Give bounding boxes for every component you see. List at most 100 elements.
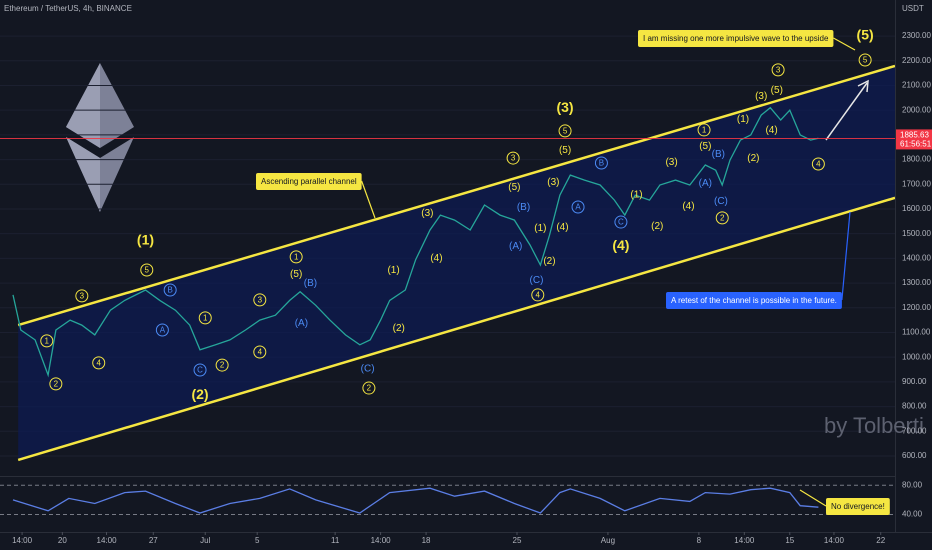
- logo-top-left: [66, 63, 100, 148]
- wave-circle: [531, 288, 545, 302]
- wave-circle: [771, 63, 785, 77]
- callout-box: [826, 498, 890, 515]
- y-tick-label: 1400.00: [902, 253, 931, 262]
- wave-circle: [155, 323, 169, 337]
- callout: No divergence!: [799, 489, 890, 515]
- x-tick-label: 14:00: [371, 536, 392, 545]
- x-tick-label: 20: [58, 536, 67, 545]
- wave-label: (5): [699, 141, 711, 152]
- wave-label: 2: [54, 379, 59, 388]
- x-tick-label: 14:00: [97, 536, 118, 545]
- wave-label: (2): [393, 323, 405, 334]
- wave-label: (2): [543, 256, 555, 267]
- wave-label: (C): [361, 363, 375, 374]
- callout-text: I am missing one more impulsive wave to …: [643, 34, 829, 43]
- wave-label: 1: [203, 314, 208, 323]
- wave-label: 4: [96, 358, 101, 367]
- callout-pointer: [841, 211, 851, 301]
- watermark: by Tolberti: [824, 413, 924, 438]
- wave-circle: [858, 53, 872, 67]
- wave-label: (B): [712, 149, 725, 160]
- wave-label: C: [618, 218, 624, 227]
- callout: I am missing one more impulsive wave to …: [638, 30, 856, 51]
- y-tick-label: 600.00: [902, 451, 927, 460]
- wave-circle: [215, 358, 229, 372]
- wave-circle: [697, 123, 711, 137]
- callout-text: No divergence!: [831, 502, 885, 511]
- wave-label: 4: [816, 160, 821, 169]
- x-tick-label: 11: [331, 536, 340, 545]
- y-tick-label: 2000.00: [902, 105, 931, 114]
- wave-label: C: [197, 366, 203, 375]
- wave-label: (2): [191, 386, 208, 402]
- wave-label: A: [575, 203, 581, 212]
- y-tick-label: 1000.00: [902, 352, 931, 361]
- wave-label: (4): [612, 237, 629, 253]
- x-tick-label: 14:00: [12, 536, 33, 545]
- callout-pointer: [361, 180, 376, 219]
- x-tick-label: 5: [255, 536, 260, 545]
- x-tick-label: 18: [422, 536, 431, 545]
- x-tick-label: 14:00: [824, 536, 845, 545]
- x-tick-label: Aug: [601, 536, 615, 545]
- y-tick-label: 900.00: [902, 377, 927, 386]
- y-tick-label: 2300.00: [902, 31, 931, 40]
- ethereum-logo: [66, 63, 134, 212]
- wave-label: 5: [563, 127, 568, 136]
- wave-label: (5): [771, 85, 783, 96]
- callout-text: A retest of the channel is possible in t…: [671, 296, 837, 305]
- wave-label: (4): [682, 201, 694, 212]
- wave-circle: [362, 381, 376, 395]
- callout: Ascending parallel channel: [256, 173, 376, 219]
- y-tick-label: 1800.00: [902, 155, 931, 164]
- wave-label: (3): [421, 208, 433, 219]
- wave-label: (C): [714, 196, 728, 207]
- logo-bottom-left: [66, 137, 100, 212]
- y-tick-label: 80.00: [902, 480, 923, 489]
- wave-circle: [811, 157, 825, 171]
- wave-circle: [140, 263, 154, 277]
- wave-circle: [253, 293, 267, 307]
- x-tick-label: 8: [697, 536, 702, 545]
- callout-text: Ascending parallel channel: [261, 177, 357, 186]
- wave-label: B: [167, 286, 172, 295]
- wave-circle: [193, 363, 207, 377]
- y-tick-label: 1700.00: [902, 179, 931, 188]
- wave-label: (4): [556, 222, 568, 233]
- wave-label: (5): [290, 269, 302, 280]
- wave-circle: [715, 211, 729, 225]
- wave-circle: [506, 151, 520, 165]
- callout-pointer: [799, 489, 827, 507]
- x-tick-label: 25: [513, 536, 522, 545]
- callout-box: [638, 30, 834, 47]
- y-tick-label: 700.00: [902, 426, 927, 435]
- y-tick-label: 2200.00: [902, 56, 931, 65]
- wave-label: 3: [776, 66, 781, 75]
- wave-label: (A): [699, 178, 712, 189]
- wave-circle: [75, 289, 89, 303]
- last-price-box: [896, 129, 932, 150]
- wave-circle: [198, 311, 212, 325]
- wave-label: (1): [534, 223, 546, 234]
- wave-label: 3: [511, 154, 516, 163]
- channel-fill: [18, 65, 895, 460]
- wave-label: 2: [367, 384, 372, 393]
- wave-label: (1): [737, 114, 749, 125]
- y-tick-label: 1200.00: [902, 303, 931, 312]
- wave-label: A: [160, 326, 166, 335]
- last-price-label: 1885.63: [900, 131, 929, 140]
- x-tick-label: 27: [149, 536, 158, 545]
- wave-label: (2): [747, 153, 759, 164]
- wave-label: 3: [258, 295, 263, 304]
- y-tick-label: 1300.00: [902, 278, 931, 287]
- wave-label: (B): [304, 278, 317, 289]
- wave-label: 1: [702, 126, 707, 135]
- series-line: [12, 487, 819, 514]
- wave-label: (C): [530, 275, 544, 286]
- wave-circle: [49, 377, 63, 391]
- plot-area: [0, 35, 896, 515]
- channel-lower: [17, 196, 896, 462]
- y-tick-label: 1600.00: [902, 204, 931, 213]
- wave-label: (B): [517, 202, 530, 213]
- wave-label: 2: [720, 213, 725, 222]
